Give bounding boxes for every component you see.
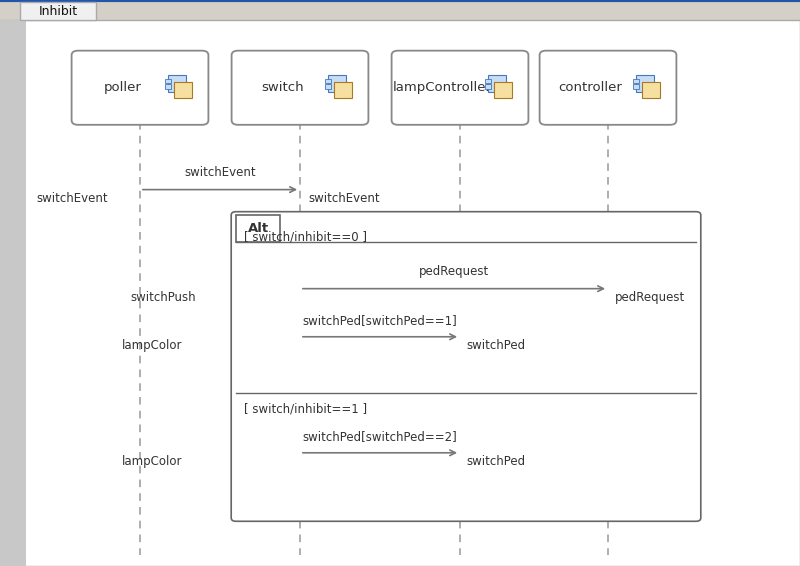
Text: lampColor: lampColor: [122, 339, 182, 351]
Text: switchPed[switchPed==2]: switchPed[switchPed==2]: [302, 430, 458, 443]
FancyBboxPatch shape: [485, 79, 490, 83]
Text: switch: switch: [261, 82, 304, 94]
FancyBboxPatch shape: [174, 82, 192, 98]
Text: [ switch/inhibit==0 ]: [ switch/inhibit==0 ]: [244, 230, 367, 243]
Text: pedRequest: pedRequest: [614, 291, 685, 303]
FancyBboxPatch shape: [236, 215, 280, 242]
Text: poller: poller: [103, 82, 142, 94]
FancyBboxPatch shape: [0, 20, 26, 566]
Text: switchPush: switchPush: [130, 291, 196, 303]
FancyBboxPatch shape: [326, 84, 331, 89]
FancyBboxPatch shape: [637, 75, 654, 92]
FancyBboxPatch shape: [485, 84, 490, 89]
FancyBboxPatch shape: [0, 20, 800, 566]
Text: controller: controller: [558, 82, 622, 94]
FancyBboxPatch shape: [165, 84, 171, 89]
FancyBboxPatch shape: [20, 2, 96, 20]
FancyBboxPatch shape: [329, 75, 346, 92]
Text: switchPed: switchPed: [466, 455, 526, 468]
Text: lampColor: lampColor: [122, 455, 182, 468]
Text: switchEvent: switchEvent: [308, 192, 380, 204]
FancyBboxPatch shape: [634, 84, 638, 89]
FancyBboxPatch shape: [642, 82, 659, 98]
FancyBboxPatch shape: [232, 51, 368, 125]
FancyBboxPatch shape: [494, 82, 512, 98]
Text: lampController: lampController: [393, 82, 492, 94]
FancyBboxPatch shape: [231, 212, 701, 521]
Text: switchEvent: switchEvent: [184, 166, 256, 179]
Text: [ switch/inhibit==1 ]: [ switch/inhibit==1 ]: [244, 402, 367, 415]
FancyBboxPatch shape: [326, 79, 331, 83]
FancyBboxPatch shape: [488, 75, 506, 92]
Text: Inhibit: Inhibit: [39, 5, 78, 18]
Text: switchPed: switchPed: [466, 339, 526, 351]
FancyBboxPatch shape: [0, 0, 800, 20]
Text: pedRequest: pedRequest: [419, 265, 489, 278]
FancyBboxPatch shape: [169, 75, 186, 92]
FancyBboxPatch shape: [392, 51, 528, 125]
Text: switchEvent: switchEvent: [36, 192, 108, 204]
FancyBboxPatch shape: [165, 79, 171, 83]
FancyBboxPatch shape: [334, 82, 352, 98]
Text: switchPed[switchPed==1]: switchPed[switchPed==1]: [302, 314, 458, 327]
FancyBboxPatch shape: [539, 51, 677, 125]
FancyBboxPatch shape: [634, 79, 638, 83]
FancyBboxPatch shape: [72, 51, 208, 125]
Text: Alt: Alt: [247, 222, 269, 235]
